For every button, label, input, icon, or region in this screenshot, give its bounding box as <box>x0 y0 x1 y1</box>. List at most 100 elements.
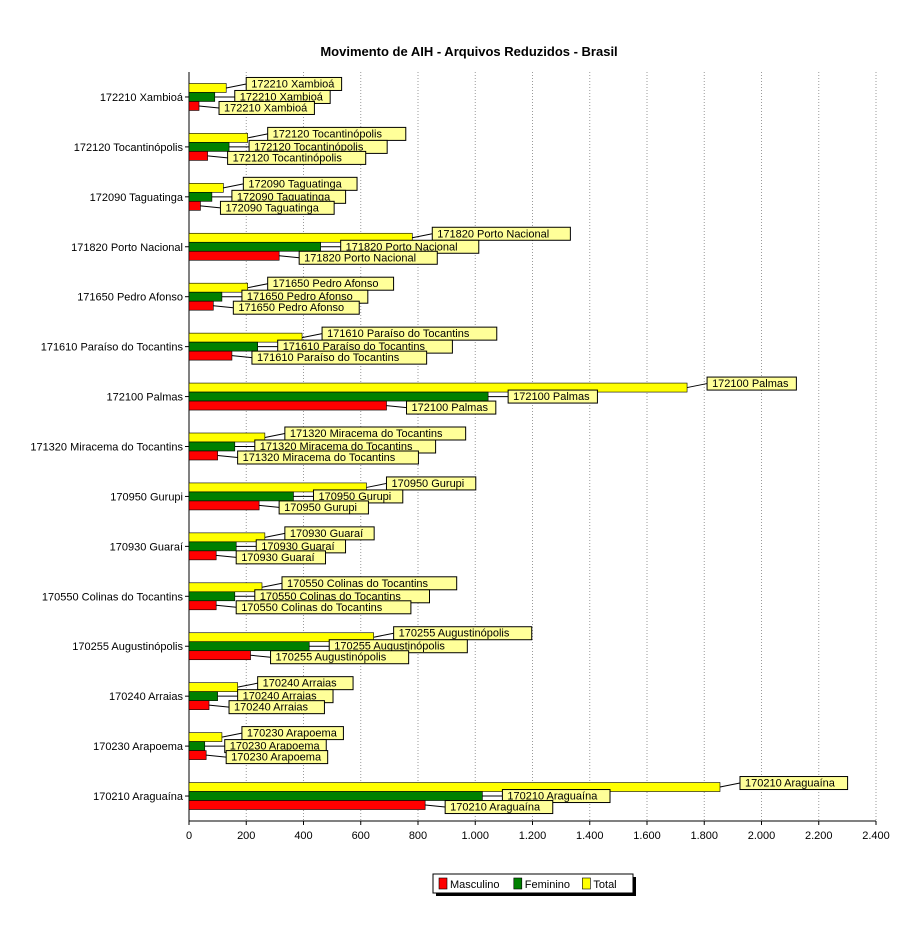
bar-masculino <box>188 151 208 161</box>
data-label: 170930 Guaraí <box>290 528 363 540</box>
chart-title: Movimento de AIH - Arquivos Reduzidos - … <box>320 44 617 59</box>
data-label: 171320 Miracema do Tocantins <box>290 428 443 440</box>
bar-total <box>188 83 227 93</box>
category-label: 170255 Augustinópolis <box>72 641 183 653</box>
bar-feminino <box>188 341 258 352</box>
data-label: 171820 Porto Nacional <box>437 228 549 240</box>
data-label: 170550 Colinas do Tocantins <box>260 591 402 603</box>
data-label: 171650 Pedro Afonso <box>238 302 344 314</box>
x-tick-label: 1.000 <box>461 830 489 842</box>
bar-masculino <box>188 300 214 311</box>
bar-feminino <box>188 541 237 552</box>
bar-feminino <box>188 741 206 751</box>
category-label: 172210 Xambioá <box>100 92 184 104</box>
bar-masculino <box>188 650 251 661</box>
bar-masculino <box>188 800 426 810</box>
bar-masculino <box>188 350 233 361</box>
data-label-box <box>298 250 438 265</box>
bar-feminino <box>188 92 216 102</box>
data-label: 170950 Gurupi <box>391 478 464 490</box>
data-label: 171650 Pedro Afonso <box>247 291 353 303</box>
bar-feminino <box>188 641 310 652</box>
data-label-box <box>237 450 419 465</box>
data-label: 170230 Arapoema <box>230 741 321 753</box>
data-label: 170550 Colinas do Tocantins <box>287 578 429 590</box>
bar-total <box>188 432 266 443</box>
data-label: 172100 Palmas <box>712 378 789 390</box>
legend-label-masculino: Masculino <box>450 879 500 891</box>
data-label-leader <box>231 355 252 359</box>
data-label: 170210 Araguaína <box>745 778 836 790</box>
data-label-box <box>235 600 412 615</box>
data-label-box <box>507 389 598 404</box>
data-label: 172090 Taguatinga <box>248 178 342 190</box>
bar-masculino <box>188 600 217 611</box>
data-label-leader <box>301 333 323 339</box>
x-tick-label: 1.800 <box>690 830 718 842</box>
data-label: 170240 Arraias <box>234 702 308 714</box>
bar-masculino <box>188 201 201 211</box>
category-label: 172100 Palmas <box>107 392 184 404</box>
bar-total <box>188 382 688 393</box>
data-label-box <box>431 226 571 241</box>
bar-masculino <box>188 400 387 411</box>
data-label: 172210 Xambioá <box>224 102 308 114</box>
bar-feminino <box>188 491 294 502</box>
legend-swatch-total <box>582 877 591 890</box>
bar-total <box>188 782 721 792</box>
data-label-leader <box>259 504 280 508</box>
data-label-leader <box>223 183 244 189</box>
data-label: 172120 Tocantinópolis <box>233 152 343 164</box>
data-label: 170240 Arraias <box>263 678 337 690</box>
data-label-leader <box>279 255 300 259</box>
bar-feminino <box>188 441 236 452</box>
data-label: 172210 Xambioá <box>240 91 324 103</box>
data-label-box <box>270 650 410 665</box>
category-label: 171650 Pedro Afonso <box>77 292 183 304</box>
category-label: 171610 Paraíso do Tocantins <box>41 342 184 354</box>
data-label: 172120 Tocantinópolis <box>254 141 364 153</box>
data-label-leader <box>198 105 220 109</box>
x-tick-label: 400 <box>294 830 312 842</box>
x-tick-label: 2.400 <box>862 830 890 842</box>
x-tick-label: 2.200 <box>805 830 833 842</box>
bar-feminino <box>188 691 218 701</box>
legend-label-feminino: Feminino <box>525 879 570 891</box>
category-label: 170930 Guaraí <box>110 541 183 553</box>
data-label-leader <box>226 83 247 89</box>
x-tick-label: 1.400 <box>576 830 604 842</box>
data-label: 171610 Paraíso do Tocantins <box>327 328 470 340</box>
data-label-box <box>227 150 367 165</box>
data-label: 172210 Xambioá <box>251 78 335 90</box>
bar-total <box>188 183 224 193</box>
x-tick-label: 600 <box>352 830 370 842</box>
bar-total <box>188 582 263 593</box>
data-label-box <box>232 300 360 315</box>
data-label-leader <box>412 233 433 239</box>
data-label-box <box>219 200 335 215</box>
data-label-leader <box>206 754 227 758</box>
category-label: 171820 Porto Nacional <box>71 242 183 254</box>
data-label: 170210 Araguaína <box>507 791 598 803</box>
category-label: 172120 Tocantinópolis <box>74 142 184 154</box>
data-label-leader <box>217 455 238 458</box>
data-label-leader <box>686 383 708 389</box>
bar-masculino <box>188 101 200 111</box>
data-label: 172090 Taguatinga <box>237 191 331 203</box>
data-label-box <box>501 789 611 804</box>
data-label-leader <box>386 405 407 409</box>
data-label: 171320 Miracema do Tocantins <box>243 452 396 464</box>
data-label: 172120 Tocantinópolis <box>273 128 383 140</box>
bar-total <box>188 282 248 293</box>
plot-area: 0 200 400 600 800 1.000 1.200 1.400 1.600 1.800 2.… <box>30 72 890 842</box>
data-label-leader <box>237 682 258 688</box>
bar-masculino <box>188 450 218 461</box>
x-tick-label: 200 <box>237 830 255 842</box>
bar-feminino <box>188 391 489 402</box>
bar-feminino <box>188 241 321 252</box>
data-label-box <box>225 750 329 765</box>
data-label: 172090 Taguatinga <box>225 202 319 214</box>
data-label: 171820 Porto Nacional <box>346 241 458 253</box>
data-label-box <box>218 100 315 115</box>
data-label: 170230 Arapoema <box>231 752 322 764</box>
